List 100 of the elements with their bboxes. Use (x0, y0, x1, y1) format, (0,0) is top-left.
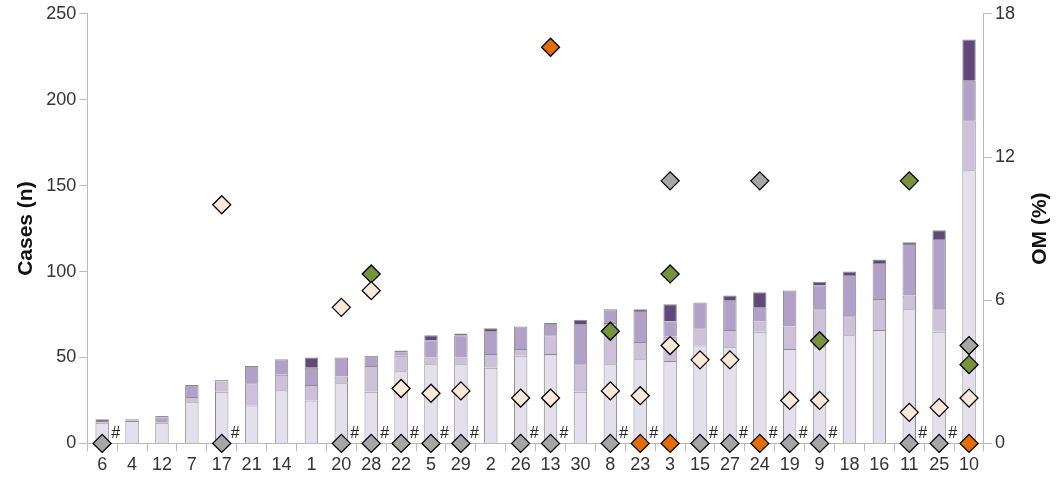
x-tick-label: 13 (540, 454, 561, 475)
point (421, 433, 441, 454)
point (720, 350, 740, 370)
point (361, 264, 381, 284)
point (660, 171, 680, 191)
x-tick-label: 12 (151, 454, 172, 475)
x-tick-label: 11 (899, 454, 919, 475)
x-tick-label: 23 (630, 454, 651, 475)
annotation: # (709, 423, 719, 441)
point (361, 433, 381, 454)
point (809, 433, 830, 454)
point (899, 402, 919, 423)
y2-tick-label: 12 (994, 145, 1016, 166)
point (212, 433, 232, 454)
x-tick-label: 19 (779, 454, 800, 475)
annotation: # (559, 423, 569, 441)
y-tick-label: 50 (56, 346, 77, 367)
point (750, 433, 770, 454)
x-tick-label: 22 (391, 454, 412, 475)
x-tick-label: 30 (570, 454, 591, 475)
annotation: # (111, 423, 121, 441)
x-tick-label: 29 (450, 454, 471, 475)
point (780, 390, 800, 411)
annotation: # (798, 423, 808, 441)
x-tick-label: 25 (929, 454, 950, 475)
y2-axis-title: OM (%) (1026, 192, 1050, 265)
point (809, 390, 830, 411)
x-tick-label: 8 (605, 454, 616, 475)
x-tick-label: 1 (306, 454, 317, 475)
annotation: # (439, 423, 449, 441)
point (899, 171, 919, 191)
y2-tick-label: 6 (994, 289, 1005, 310)
point (540, 37, 561, 57)
annotation: # (529, 423, 539, 441)
x-tick-label: 28 (361, 454, 382, 475)
point (630, 433, 650, 454)
point (212, 195, 232, 215)
x-tick-label: 16 (869, 454, 890, 475)
y-tick-label: 0 (66, 432, 77, 453)
x-tick-label: 10 (959, 454, 980, 475)
point (630, 386, 650, 406)
y-tick-label: 150 (46, 174, 77, 195)
x-tick-label: 20 (331, 454, 352, 475)
point (899, 433, 919, 454)
point (451, 381, 471, 401)
x-tick-label: 9 (814, 454, 825, 475)
point (511, 433, 531, 454)
point (929, 397, 949, 418)
annotation: # (918, 423, 928, 441)
y-tick-label: 100 (46, 260, 77, 281)
point (600, 321, 620, 341)
point (959, 388, 979, 408)
y-tick-label: 250 (46, 2, 77, 23)
x-tick-label: 3 (665, 454, 676, 475)
point (959, 433, 979, 454)
annotation: # (380, 423, 390, 441)
point (451, 433, 471, 454)
point (331, 433, 351, 454)
point (750, 171, 770, 191)
annotation: # (619, 423, 629, 441)
annotation: # (350, 423, 360, 441)
x-tick-label: 27 (719, 454, 740, 475)
x-tick-label: 18 (839, 454, 860, 475)
point (540, 433, 561, 454)
point (959, 335, 979, 356)
point (959, 354, 979, 375)
point (720, 433, 740, 454)
x-tick-label: 2 (485, 454, 496, 475)
x-tick-label: 14 (271, 454, 292, 475)
point (600, 381, 620, 401)
annotation: # (828, 423, 838, 441)
x-tick-label: 26 (510, 454, 531, 475)
point (809, 331, 830, 351)
x-tick-label: 5 (425, 454, 436, 475)
point (511, 388, 531, 408)
point (421, 383, 441, 403)
point (92, 433, 112, 454)
point (660, 335, 680, 356)
point (540, 388, 561, 408)
x-tick-label: 7 (186, 454, 197, 475)
annotation: # (948, 423, 958, 441)
y-tick-label: 200 (46, 88, 77, 109)
point (660, 264, 680, 284)
point (690, 433, 710, 454)
annotation: # (410, 423, 420, 441)
annotation: # (469, 423, 479, 441)
x-tick-label: 4 (127, 454, 138, 475)
x-tick-label: 17 (211, 454, 232, 475)
annotation: # (768, 423, 778, 441)
annotation: # (649, 423, 659, 441)
point (660, 433, 680, 454)
y2-tick-label: 18 (994, 2, 1016, 23)
point (391, 378, 411, 399)
x-tick-label: 15 (689, 454, 711, 475)
point (391, 433, 411, 454)
y2-tick-label: 0 (994, 432, 1005, 453)
x-tick-label: 21 (241, 454, 262, 475)
annotation: # (738, 423, 748, 441)
y-axis-title: Cases (n) (13, 181, 37, 276)
point (780, 433, 800, 454)
